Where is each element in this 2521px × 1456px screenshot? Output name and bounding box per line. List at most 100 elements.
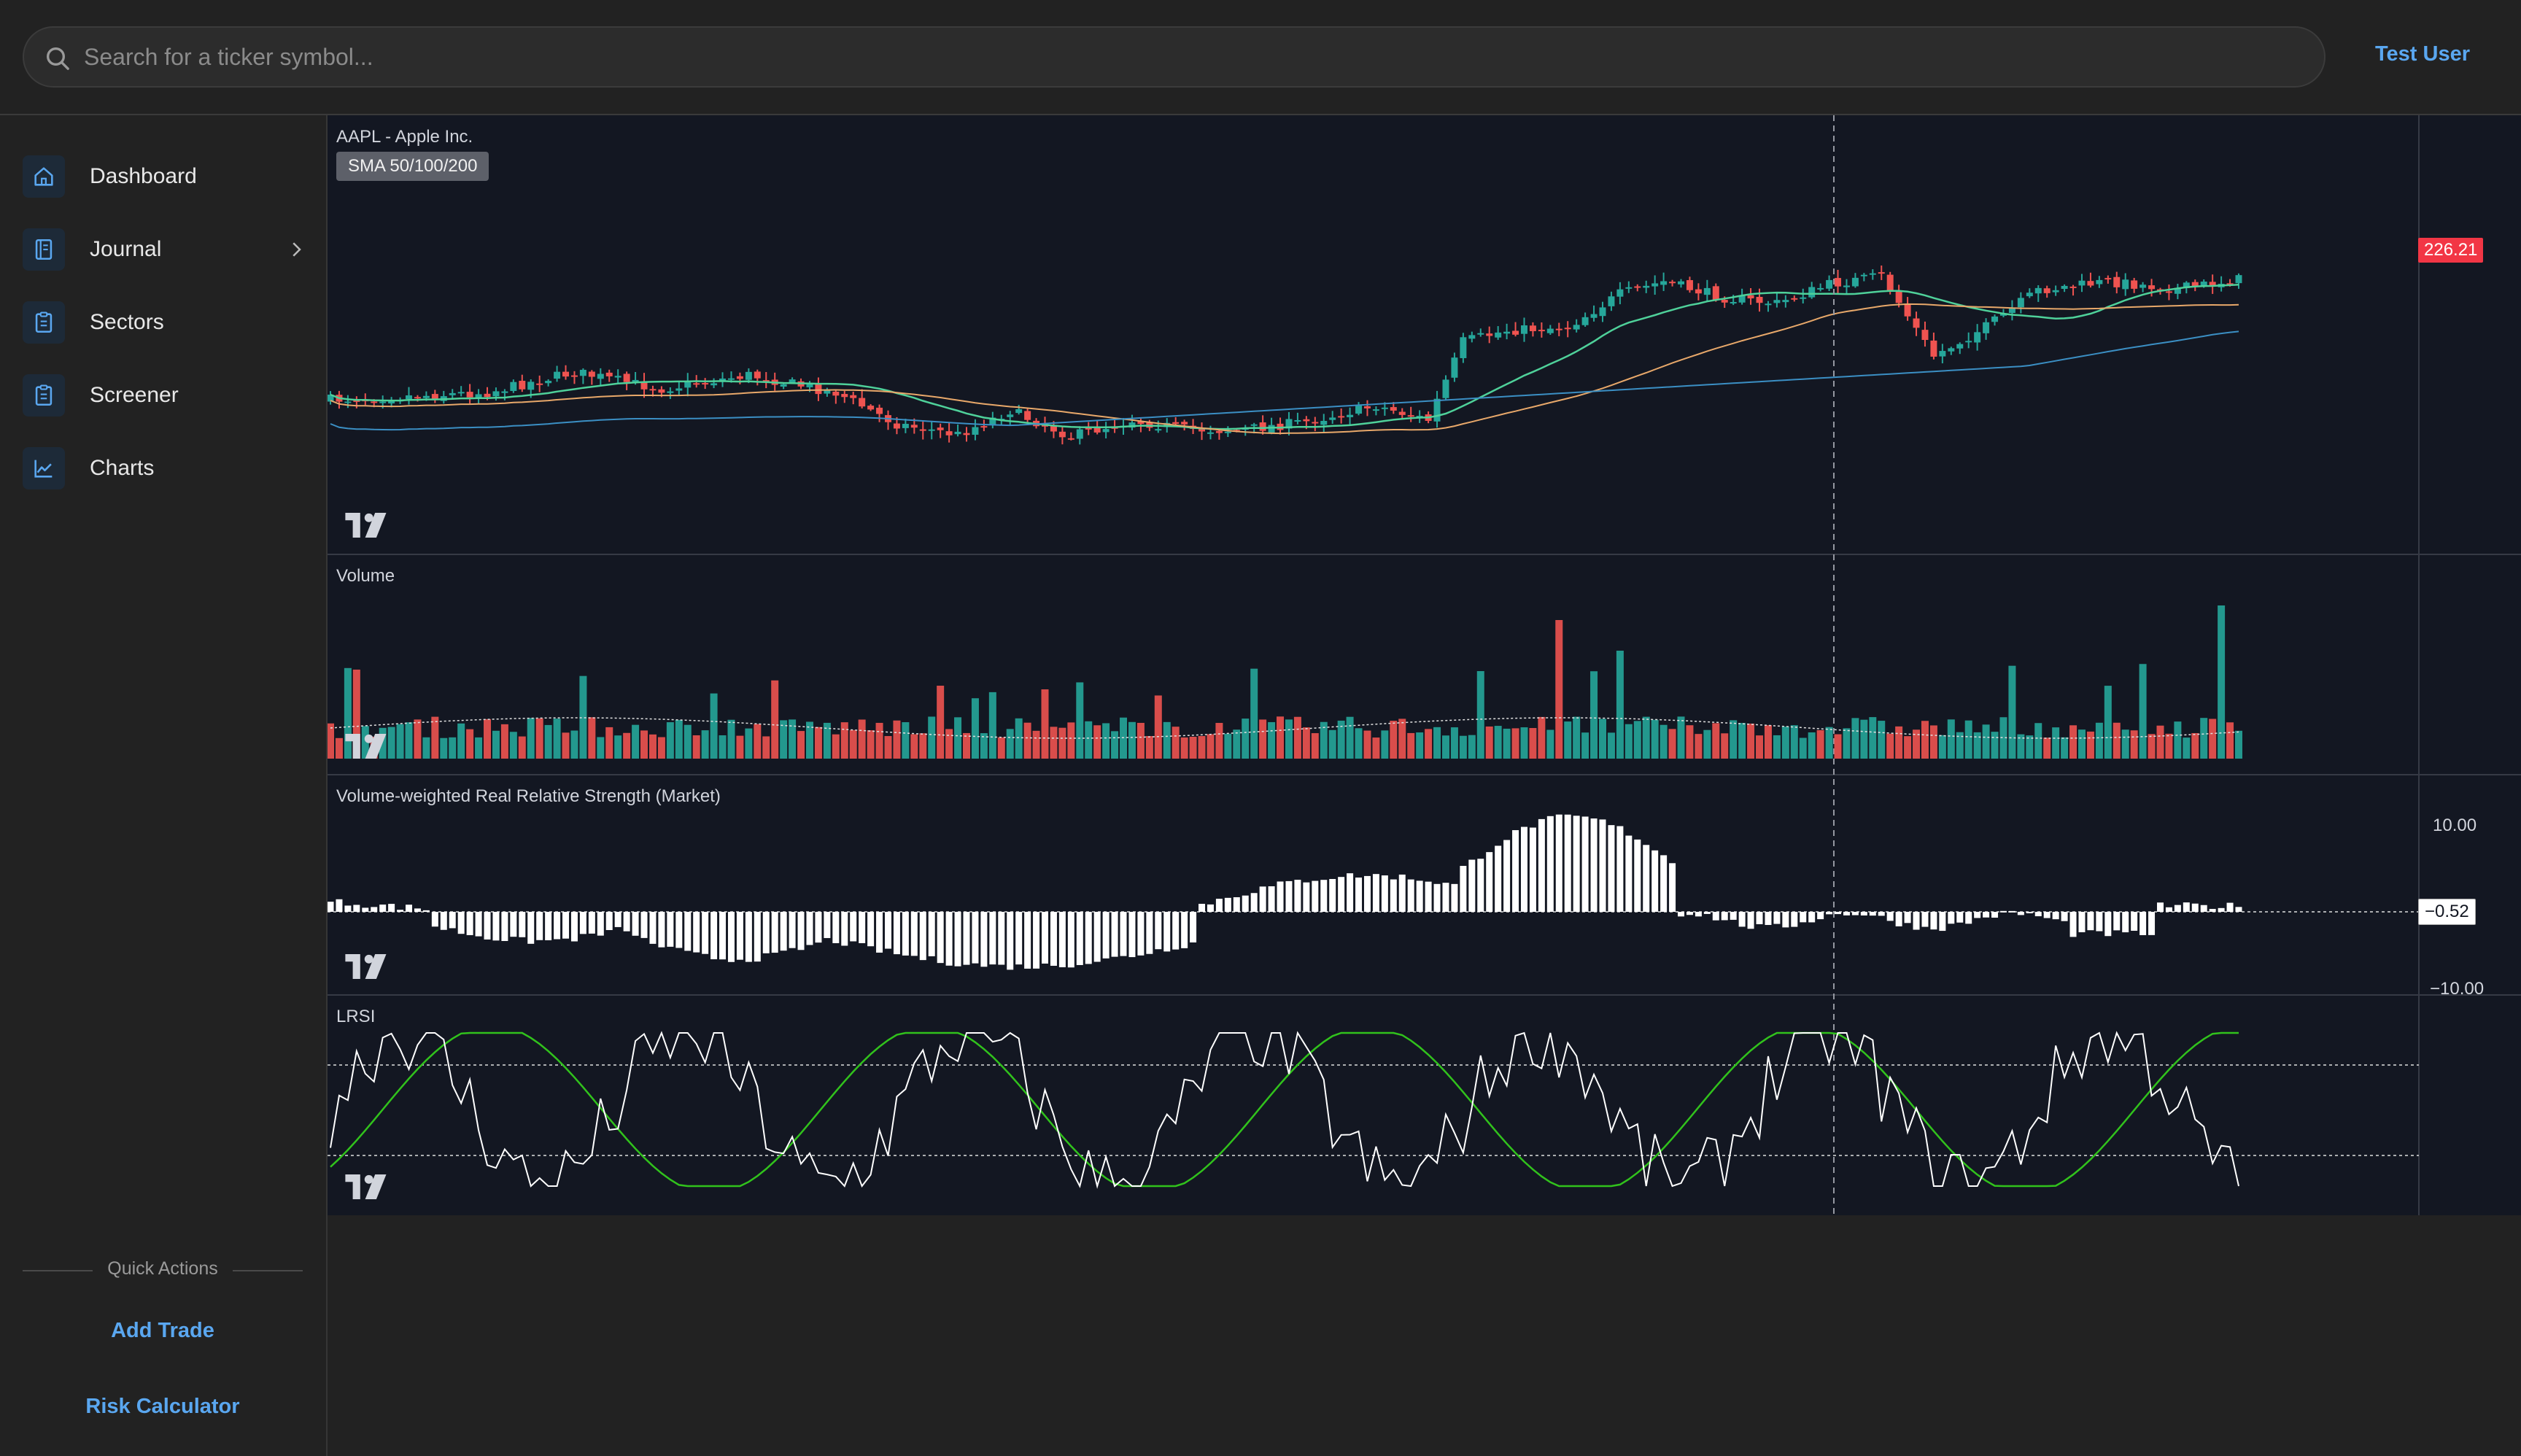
vrrs-bar bbox=[954, 912, 961, 967]
sidebar-item-sectors[interactable]: Sectors bbox=[23, 300, 307, 345]
vrrs-bar bbox=[1416, 880, 1423, 912]
candle-body bbox=[344, 401, 352, 403]
vrrs-bar bbox=[1190, 912, 1197, 942]
volume-bar bbox=[875, 722, 883, 759]
candle-body bbox=[910, 425, 918, 428]
candle-body bbox=[684, 382, 692, 388]
risk-calculator-button[interactable]: Risk Calculator bbox=[85, 1395, 240, 1418]
volume-bar bbox=[2095, 722, 2103, 759]
candle-body bbox=[579, 369, 586, 376]
vrrs-bar bbox=[1529, 827, 1536, 912]
volume-bar bbox=[1590, 671, 1598, 759]
vrrs-bar bbox=[1111, 912, 1118, 957]
candle-body bbox=[1355, 405, 1363, 414]
candle-body bbox=[1730, 302, 1737, 304]
lrsi-signal-line bbox=[330, 1031, 2239, 1188]
candle-body bbox=[1712, 286, 1719, 301]
vrrs-bar bbox=[614, 912, 621, 927]
vrrs-bar bbox=[771, 912, 778, 953]
volume-bar bbox=[1878, 721, 1886, 759]
tradingview-logo-icon bbox=[345, 734, 387, 759]
sidebar-item-dashboard[interactable]: Dashboard bbox=[23, 154, 307, 199]
sidebar-item-charts[interactable]: Charts bbox=[23, 446, 307, 491]
candle-body bbox=[1024, 411, 1031, 420]
candle-body bbox=[414, 397, 421, 399]
vrrs-bar bbox=[884, 912, 891, 949]
volume-bar bbox=[492, 730, 500, 759]
chevron-right-icon[interactable] bbox=[285, 239, 307, 260]
volume-bar bbox=[1215, 723, 1223, 759]
candle-body bbox=[1163, 422, 1171, 427]
sidebar-item-screener[interactable]: Screener bbox=[23, 373, 307, 418]
add-trade-button[interactable]: Add Trade bbox=[111, 1319, 214, 1342]
vrrs-bar bbox=[2069, 912, 2077, 937]
chart-canvas[interactable] bbox=[328, 115, 2521, 1215]
volume-bar bbox=[579, 675, 587, 759]
vrrs-bar bbox=[1024, 912, 1031, 969]
vrrs-bar bbox=[353, 905, 360, 912]
volume-bar bbox=[344, 667, 352, 759]
volume-bar bbox=[1372, 737, 1380, 759]
vrrs-bar bbox=[824, 912, 831, 938]
volume-bar bbox=[1136, 722, 1145, 759]
volume-bar bbox=[466, 729, 474, 759]
candle-body bbox=[710, 383, 718, 386]
volume-bar bbox=[1189, 736, 1197, 759]
vrrs-bar bbox=[2061, 912, 2068, 921]
volume-bar bbox=[805, 721, 813, 759]
user-menu-button[interactable]: Test User bbox=[2374, 42, 2470, 66]
volume-bar bbox=[449, 737, 457, 759]
ticker-search-input[interactable] bbox=[84, 28, 2272, 86]
volume-bar bbox=[535, 718, 543, 759]
vrrs-bar bbox=[2183, 902, 2190, 912]
volume-bar bbox=[1642, 716, 1650, 759]
volume-bar bbox=[1747, 723, 1755, 759]
volume-bar bbox=[1686, 725, 1694, 759]
candle-body bbox=[1058, 431, 1066, 438]
vrrs-bar bbox=[2235, 907, 2242, 912]
volume-bar bbox=[431, 716, 439, 759]
candle-body bbox=[1477, 333, 1484, 335]
vrrs-bar bbox=[1913, 912, 1920, 930]
vrrs-bar bbox=[388, 904, 395, 912]
ticker-search-bar[interactable] bbox=[23, 26, 2326, 88]
candle-body bbox=[1398, 411, 1406, 415]
vrrs-bar bbox=[422, 910, 430, 912]
volume-bar bbox=[614, 735, 622, 759]
candle-body bbox=[2131, 280, 2138, 289]
tradingview-chart[interactable]: AAPL - Apple Inc. SMA 50/100/200 226.21 … bbox=[328, 115, 2521, 1215]
candle-body bbox=[449, 392, 456, 395]
home-icon bbox=[23, 155, 65, 198]
vrrs-bar bbox=[588, 912, 595, 934]
candle-body bbox=[1817, 287, 1824, 290]
volume-bar bbox=[1721, 733, 1729, 759]
candle-body bbox=[1015, 409, 1023, 414]
vrrs-bar bbox=[1163, 912, 1171, 952]
sma-indicator-badge[interactable]: SMA 50/100/200 bbox=[336, 152, 489, 181]
vrrs-bar bbox=[2174, 905, 2181, 912]
volume-bar bbox=[1520, 727, 1528, 759]
vrrs-bar bbox=[2096, 912, 2103, 932]
vrrs-bar bbox=[2226, 902, 2234, 912]
vrrs-bar bbox=[1512, 830, 1519, 912]
volume-bar bbox=[832, 734, 840, 759]
candle-body bbox=[1756, 296, 1763, 303]
volume-bar bbox=[1476, 671, 1484, 759]
volume-bar bbox=[736, 735, 744, 759]
volume-bar bbox=[1050, 727, 1058, 759]
vrrs-bar bbox=[1765, 912, 1772, 926]
volume-bar bbox=[2165, 733, 2173, 759]
vrrs-bar bbox=[1181, 912, 1188, 948]
candle-body bbox=[475, 394, 482, 398]
vrrs-bar bbox=[1137, 912, 1145, 956]
sidebar-item-journal[interactable]: Journal bbox=[23, 227, 307, 272]
volume-bar bbox=[1668, 729, 1676, 759]
vrrs-bar bbox=[484, 912, 491, 940]
candle-body bbox=[649, 389, 657, 391]
vrrs-bar bbox=[1808, 912, 1816, 923]
candle-body bbox=[893, 423, 900, 429]
vrrs-bar bbox=[850, 912, 857, 942]
volume-bar bbox=[1285, 719, 1293, 759]
candle-body bbox=[2235, 275, 2242, 284]
candle-body bbox=[1312, 422, 1319, 424]
